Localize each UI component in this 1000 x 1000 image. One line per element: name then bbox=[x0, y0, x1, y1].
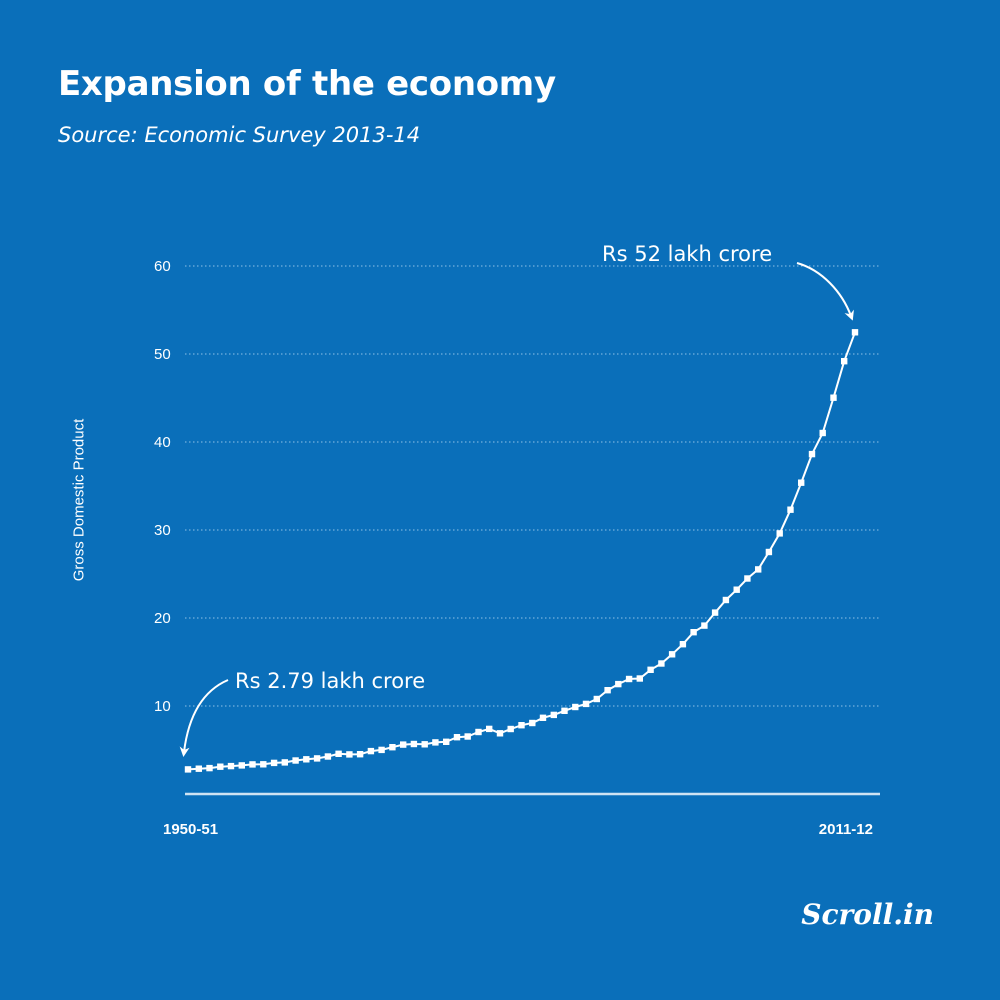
data-point bbox=[378, 746, 385, 754]
data-point bbox=[572, 703, 579, 711]
data-point bbox=[561, 707, 568, 714]
data-point bbox=[195, 765, 202, 772]
y-tick-label: 60 bbox=[154, 258, 171, 275]
chart-subtitle: Source: Economic Survey 2013-14 bbox=[58, 123, 421, 147]
data-point bbox=[593, 695, 600, 703]
data-point bbox=[647, 666, 654, 673]
data-point bbox=[776, 530, 783, 537]
data-point bbox=[421, 741, 428, 748]
chart-title: Expansion of the economy bbox=[58, 64, 556, 104]
data-point bbox=[432, 739, 439, 746]
y-tick-label: 10 bbox=[154, 698, 171, 715]
data-point bbox=[690, 629, 697, 636]
data-point bbox=[841, 358, 848, 365]
annotation-arrow-first bbox=[179, 679, 229, 757]
data-point bbox=[539, 714, 547, 721]
data-point bbox=[475, 728, 482, 736]
data-point bbox=[636, 675, 643, 682]
data-point bbox=[443, 738, 450, 745]
data-point bbox=[722, 596, 730, 604]
y-tick-label: 40 bbox=[154, 434, 171, 451]
data-point bbox=[604, 687, 611, 694]
data-point bbox=[389, 744, 396, 751]
data-point bbox=[582, 700, 590, 708]
data-point bbox=[400, 741, 407, 748]
data-point bbox=[711, 609, 719, 616]
data-point bbox=[335, 750, 342, 757]
data-point bbox=[303, 756, 310, 763]
data-point bbox=[787, 506, 794, 513]
data-point bbox=[755, 566, 762, 573]
data-point bbox=[281, 759, 288, 766]
data-point bbox=[819, 429, 826, 437]
data-point bbox=[744, 575, 751, 582]
data-point bbox=[356, 751, 364, 758]
y-tick-label: 20 bbox=[154, 610, 171, 627]
data-point bbox=[238, 762, 245, 769]
data-point bbox=[615, 680, 622, 688]
annotation-arrow-last bbox=[796, 262, 854, 321]
gdp-series-line bbox=[187, 331, 856, 771]
annotation-last-label: Rs 52 lakh crore bbox=[602, 242, 772, 266]
data-point bbox=[550, 711, 557, 719]
data-point bbox=[453, 734, 461, 741]
data-point bbox=[798, 479, 805, 486]
data-point bbox=[249, 761, 256, 768]
data-point bbox=[292, 757, 299, 764]
data-point bbox=[486, 725, 493, 733]
y-tick-label: 50 bbox=[154, 346, 171, 363]
data-point bbox=[765, 548, 773, 556]
data-point bbox=[625, 675, 633, 683]
data-point bbox=[507, 725, 514, 733]
data-point bbox=[464, 733, 471, 740]
data-point bbox=[529, 719, 536, 727]
data-point bbox=[668, 651, 676, 658]
data-point bbox=[346, 751, 353, 758]
data-point bbox=[206, 764, 213, 772]
annotation-first-label: Rs 2.79 lakh crore bbox=[235, 669, 425, 693]
data-point bbox=[260, 761, 267, 768]
data-point bbox=[313, 755, 321, 762]
data-point bbox=[830, 394, 837, 401]
data-point bbox=[227, 762, 235, 770]
x-tick-label: 2011-12 bbox=[819, 821, 873, 838]
data-point bbox=[367, 747, 375, 755]
y-axis-label: Gross Domestic Product bbox=[70, 418, 88, 582]
data-point bbox=[518, 722, 525, 729]
data-point bbox=[808, 450, 816, 458]
scroll-logo-text: Scroll.in bbox=[801, 898, 934, 931]
x-tick-label: 1950-51 bbox=[163, 821, 218, 838]
data-point bbox=[270, 759, 278, 767]
data-point bbox=[410, 740, 418, 748]
data-point bbox=[851, 329, 859, 336]
data-point bbox=[701, 622, 708, 629]
y-tick-label: 30 bbox=[154, 522, 171, 539]
data-point bbox=[324, 753, 332, 760]
data-point bbox=[733, 586, 740, 593]
data-point bbox=[658, 660, 665, 667]
data-point bbox=[184, 766, 192, 773]
data-point bbox=[679, 641, 687, 648]
data-point bbox=[496, 730, 504, 737]
scroll-logo: Scroll.in bbox=[801, 898, 934, 931]
data-point bbox=[217, 763, 224, 770]
